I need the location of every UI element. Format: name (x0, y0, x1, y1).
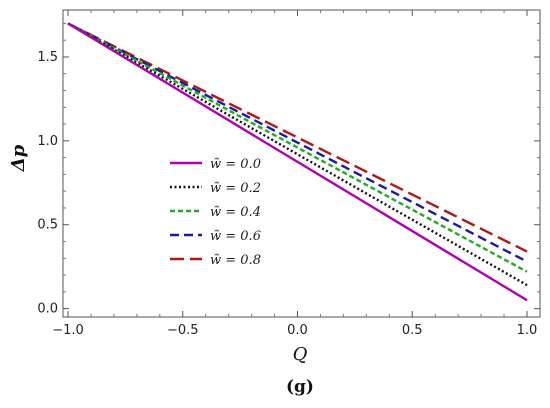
series-line (67, 22, 528, 253)
y-tick-label: 1.5 (37, 50, 58, 65)
x-tick-label: 0.0 (287, 323, 308, 338)
series-line (67, 22, 528, 273)
y-tick-label: 0.5 (37, 218, 58, 233)
legend-label: w̃ = 0.8 (210, 253, 261, 268)
x-tick-label: −0.5 (167, 323, 199, 338)
series-line (67, 22, 528, 263)
legend-label: w̃ = 0.0 (210, 157, 261, 172)
legend-label: w̃ = 0.4 (210, 205, 261, 220)
legend: w̃ = 0.0 w̃ = 0.2 w̃ = 0.4 w̃ = 0.6 w̃ = 0.8 (170, 157, 261, 268)
plot-frame (62, 9, 541, 318)
y-axis-label: Δp (8, 144, 29, 172)
x-tick-label: 0.5 (402, 323, 423, 338)
legend-label: w̃ = 0.2 (210, 181, 261, 196)
panel-label: (g) (286, 377, 314, 397)
legend-label: w̃ = 0.6 (210, 229, 261, 244)
y-tick-label: 1.0 (37, 134, 58, 149)
x-tick-label: 1.0 (517, 323, 538, 338)
series-layer (67, 22, 528, 302)
series-line (67, 22, 528, 287)
x-tick-label: −1.0 (52, 323, 84, 338)
y-tick-label: 0.0 (37, 302, 58, 317)
x-axis-label: Q (293, 344, 308, 365)
series-line (67, 22, 528, 302)
ticks-layer: −1.0 −0.5 0.0 0.5 1.0 0.0 0.5 1.0 1.5 (37, 10, 540, 338)
